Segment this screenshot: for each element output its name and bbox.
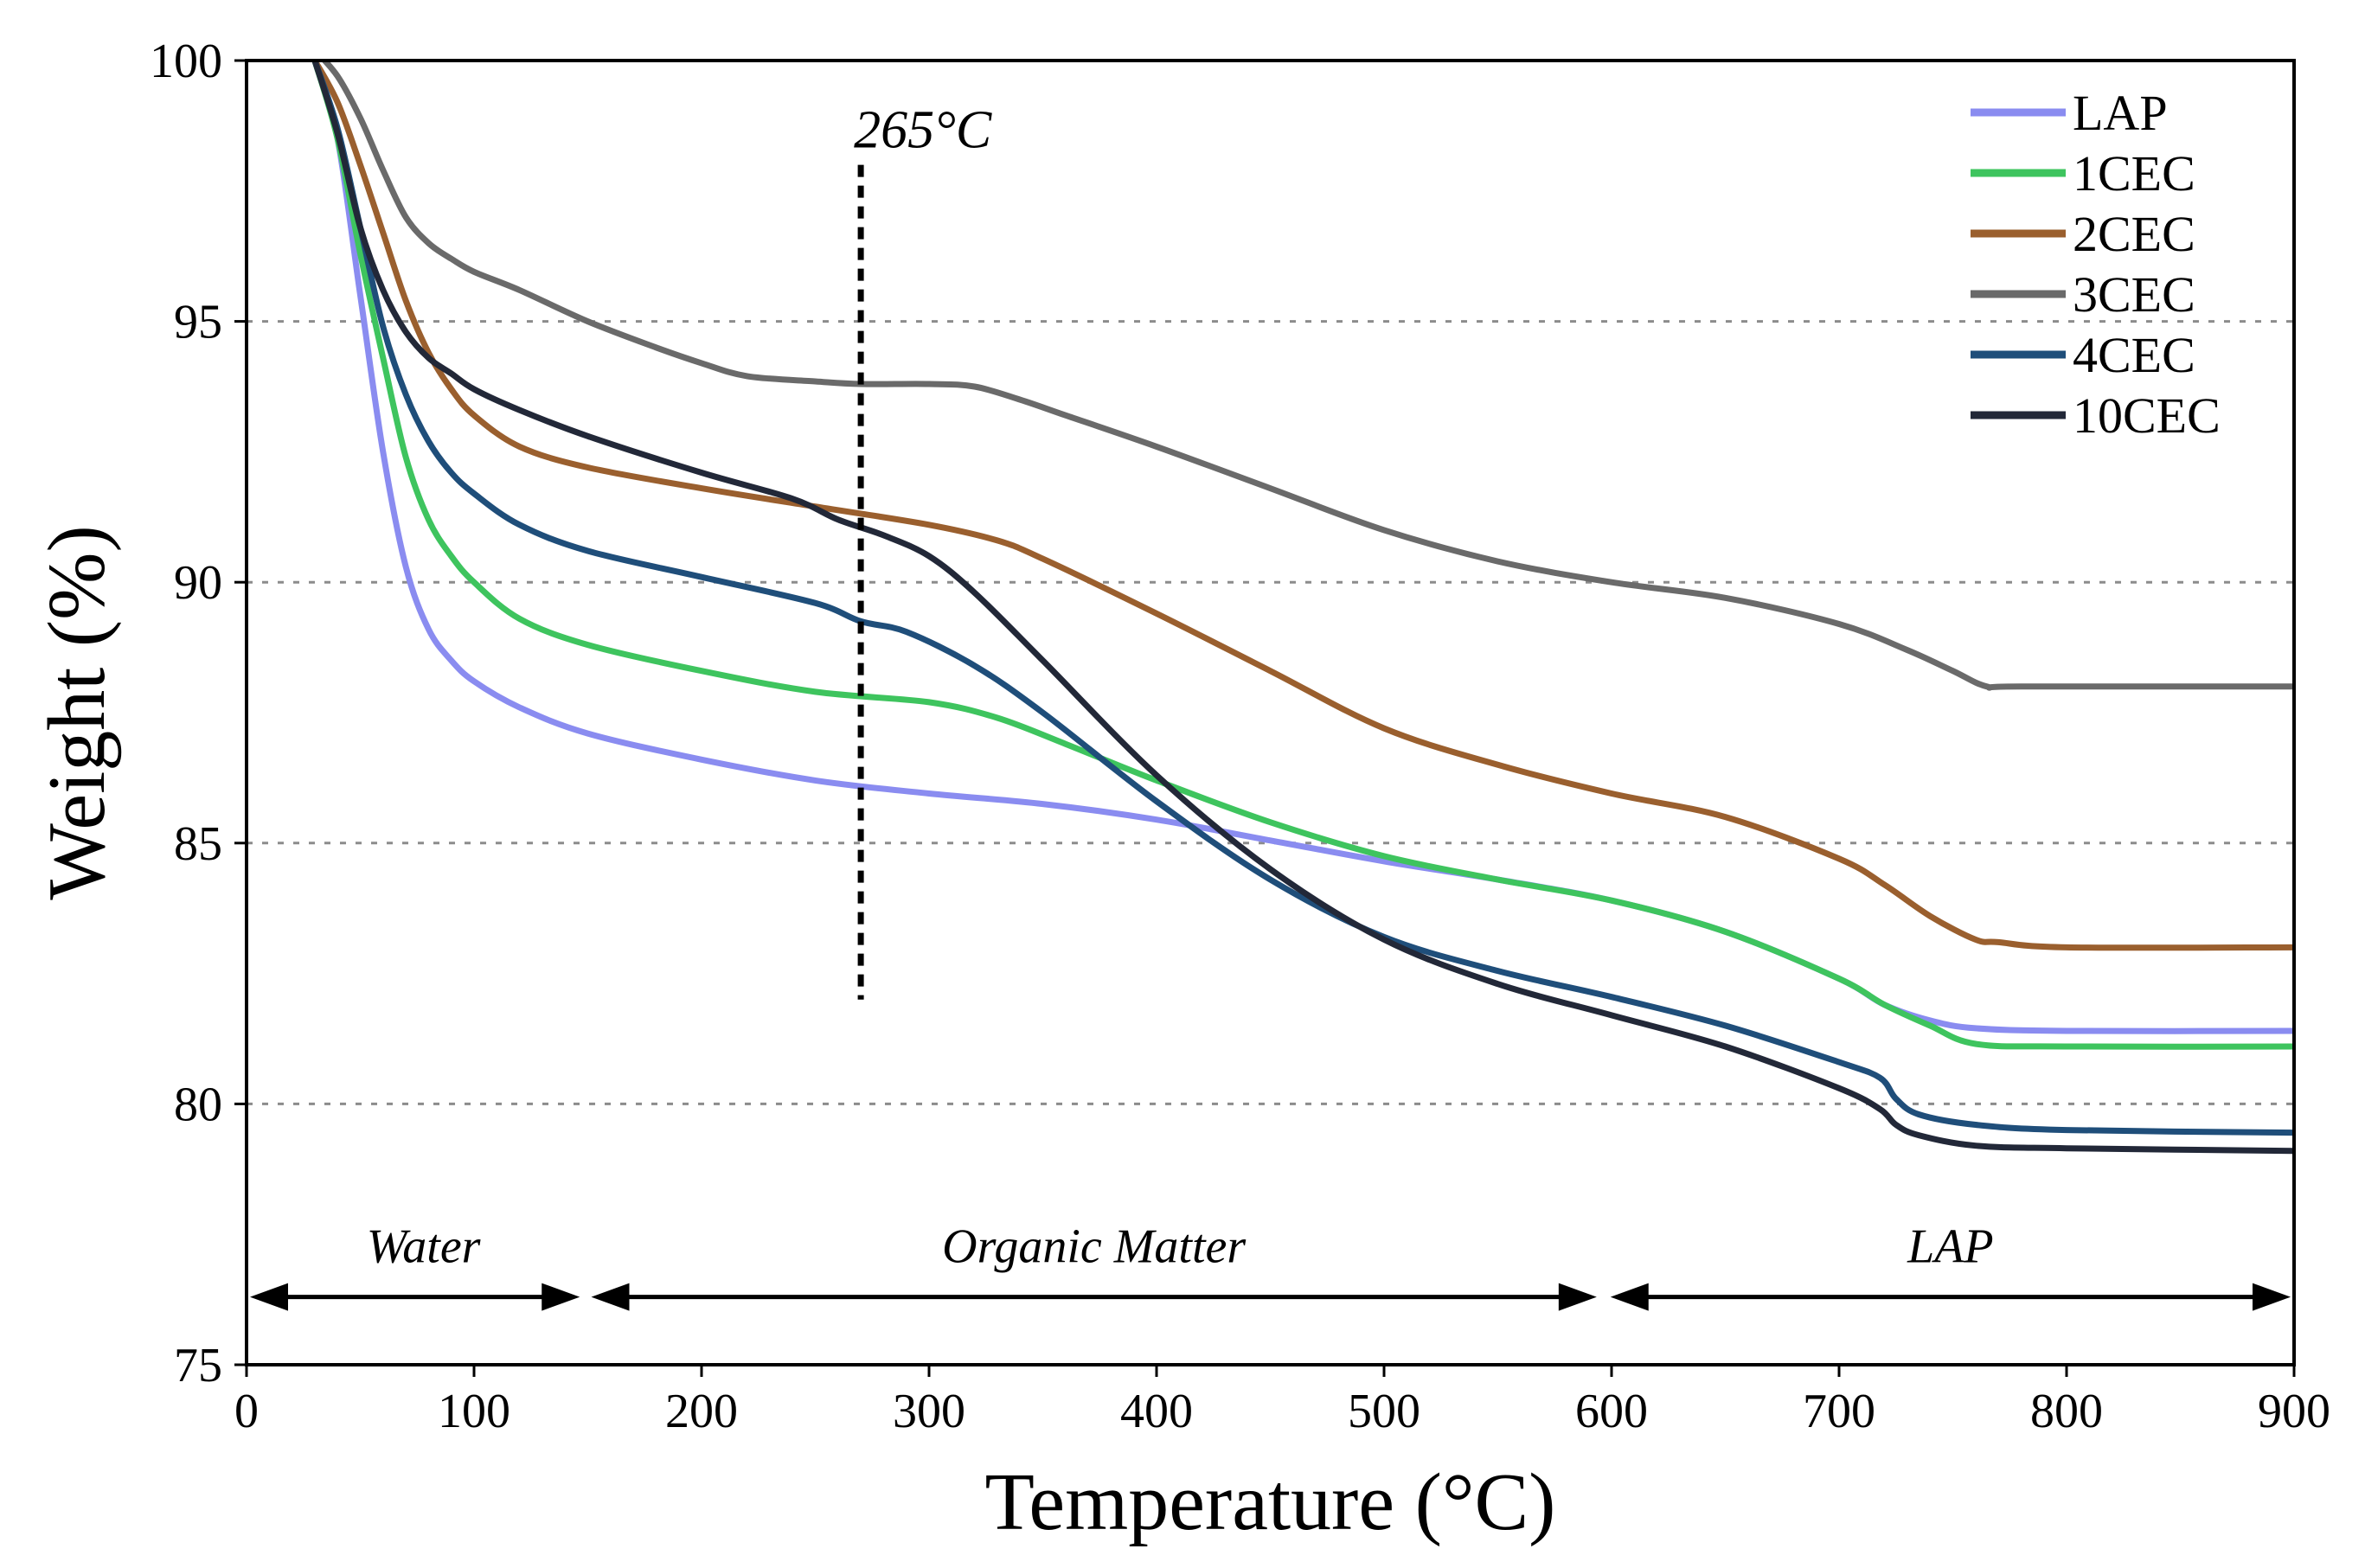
region-organic-matter-arrow-right-head [1558, 1283, 1597, 1311]
legend-label-4cec: 4CEC [2073, 327, 2195, 383]
y-tick-label-90: 90 [174, 556, 222, 610]
region-lap-arrow-right-head [2253, 1283, 2291, 1311]
legend-label-10cec: 10CEC [2073, 387, 2221, 444]
plot-frame [245, 59, 2296, 1366]
grid-lines [247, 320, 2294, 1105]
y-tick-label-85: 85 [174, 817, 222, 871]
series-line-2cec [311, 61, 2294, 951]
series-line-lap [311, 61, 2294, 1034]
x-axis-title: Temperature (°C) [985, 1457, 1556, 1547]
region-lap-label: LAP [1907, 1220, 1994, 1274]
x-tick-label-500: 500 [1348, 1385, 1420, 1438]
series-line-4cec [311, 61, 2294, 1136]
x-tick-label-100: 100 [438, 1385, 510, 1438]
y-tick-label-95: 95 [174, 296, 222, 349]
x-tick-label-0: 0 [234, 1385, 259, 1438]
y-tick-label-100: 100 [150, 35, 222, 88]
x-tick-label-800: 800 [2030, 1385, 2103, 1438]
series-line-3cec [320, 61, 2294, 691]
series-lines [311, 61, 2294, 1155]
legend-label-lap: LAP [2073, 85, 2168, 141]
legend-label-1cec: 1CEC [2073, 145, 2195, 202]
x-tick-label-200: 200 [665, 1385, 738, 1438]
series-line-1cec [311, 61, 2294, 1050]
region-water-arrow-right-head [542, 1283, 580, 1311]
x-tick-label-900: 900 [2258, 1385, 2330, 1438]
region-organic-matter-arrow-left-head [591, 1283, 630, 1311]
legend-label-3cec: 3CEC [2073, 266, 2195, 323]
region-lap-arrow-left-head [1610, 1283, 1649, 1311]
marker-265-label: 265°C [854, 101, 992, 160]
legend-label-2cec: 2CEC [2073, 206, 2195, 262]
axis-ticks: 0 100 200 300 400 500 600 700 800 900 75 80 85 90 95 10… [150, 35, 2330, 1438]
x-tick-label-700: 700 [1803, 1385, 1875, 1438]
y-tick-label-80: 80 [174, 1078, 222, 1131]
x-tick-label-300: 300 [893, 1385, 965, 1438]
y-tick-label-75: 75 [174, 1339, 222, 1392]
region-organic-matter-label: Organic Matter [942, 1220, 1246, 1274]
annotations: 265°C Water Organic Matter LAP [250, 101, 2291, 1311]
x-tick-label-600: 600 [1575, 1385, 1648, 1438]
y-axis-title: Weight (%) [32, 525, 122, 900]
x-tick-label-400: 400 [1120, 1385, 1193, 1438]
region-water-label: Water [367, 1220, 481, 1274]
region-water-arrow-left-head [250, 1283, 288, 1311]
series-line-10cec [311, 61, 2294, 1155]
